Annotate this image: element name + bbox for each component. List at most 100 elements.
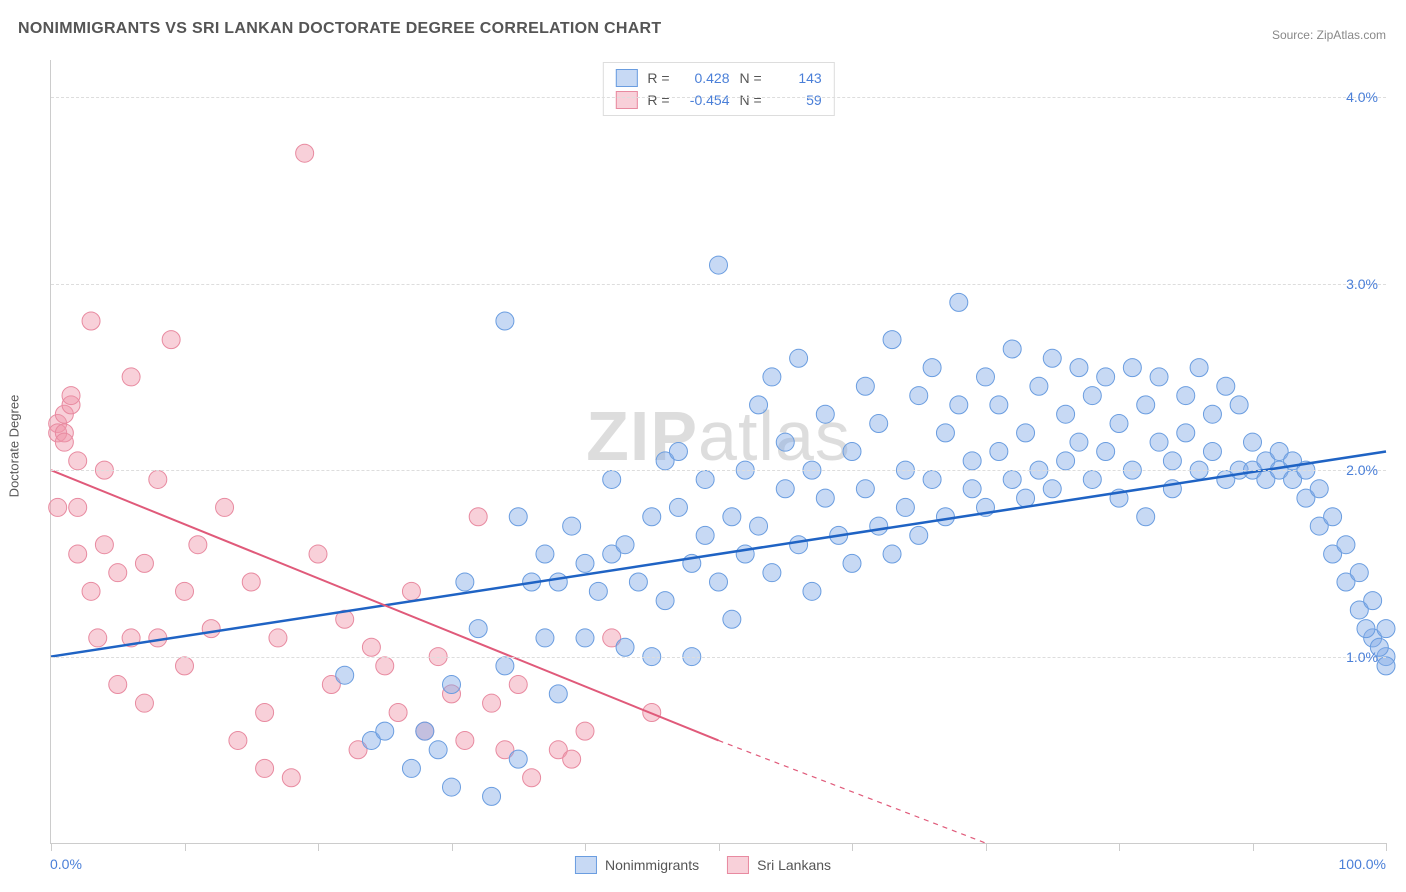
data-point: [216, 498, 234, 516]
x-axis-label-min: 0.0%: [50, 856, 82, 872]
data-point: [1057, 452, 1075, 470]
source-link[interactable]: ZipAtlas.com: [1317, 28, 1386, 42]
data-point: [950, 293, 968, 311]
data-point: [870, 415, 888, 433]
data-point: [816, 489, 834, 507]
data-point: [269, 629, 287, 647]
x-axis-label-max: 100.0%: [1339, 856, 1386, 872]
data-point: [803, 582, 821, 600]
data-point: [336, 666, 354, 684]
data-point: [362, 638, 380, 656]
data-point: [750, 517, 768, 535]
data-point: [1150, 368, 1168, 386]
data-point: [536, 629, 554, 647]
data-point: [1110, 415, 1128, 433]
data-point: [563, 517, 581, 535]
data-point: [162, 331, 180, 349]
data-point: [603, 470, 621, 488]
data-point: [496, 657, 514, 675]
data-point: [402, 759, 420, 777]
data-point: [443, 676, 461, 694]
data-point: [1123, 359, 1141, 377]
data-point: [69, 452, 87, 470]
data-point: [616, 638, 634, 656]
data-point: [176, 582, 194, 600]
data-point: [883, 545, 901, 563]
data-point: [376, 722, 394, 740]
data-point: [763, 564, 781, 582]
data-point: [1137, 508, 1155, 526]
data-point: [89, 629, 107, 647]
trend-line: [51, 452, 1386, 657]
data-point: [589, 582, 607, 600]
y-tick-label: 2.0%: [1346, 462, 1378, 478]
data-point: [1043, 480, 1061, 498]
data-point: [1190, 359, 1208, 377]
data-point: [977, 368, 995, 386]
legend-label-srilankans: Sri Lankans: [757, 857, 831, 873]
data-point: [536, 545, 554, 563]
data-point: [509, 750, 527, 768]
data-point: [389, 704, 407, 722]
data-point: [1177, 424, 1195, 442]
data-point: [616, 536, 634, 554]
data-point: [416, 722, 434, 740]
data-point: [189, 536, 207, 554]
y-axis-title: Doctorate Degree: [7, 395, 22, 498]
swatch-nonimmigrants: [575, 856, 597, 874]
data-point: [1097, 368, 1115, 386]
data-point: [1177, 387, 1195, 405]
data-point: [62, 387, 80, 405]
bottom-legend: Nonimmigrants Sri Lankans: [575, 856, 831, 874]
data-point: [696, 526, 714, 544]
data-point: [950, 396, 968, 414]
data-point: [1070, 359, 1088, 377]
data-point: [923, 359, 941, 377]
data-point: [202, 620, 220, 638]
data-point: [1364, 592, 1382, 610]
data-point: [1217, 377, 1235, 395]
data-point: [242, 573, 260, 591]
data-point: [696, 470, 714, 488]
source-attribution: Source: ZipAtlas.com: [1272, 28, 1386, 42]
source-prefix: Source:: [1272, 28, 1317, 42]
data-point: [870, 517, 888, 535]
data-point: [309, 545, 327, 563]
data-point: [843, 443, 861, 461]
data-point: [1137, 396, 1155, 414]
data-point: [1083, 470, 1101, 488]
data-point: [629, 573, 647, 591]
data-point: [443, 778, 461, 796]
data-point: [149, 629, 167, 647]
data-point: [710, 573, 728, 591]
data-point: [669, 498, 687, 516]
data-point: [82, 582, 100, 600]
data-point: [790, 349, 808, 367]
data-point: [669, 443, 687, 461]
data-point: [990, 443, 1008, 461]
data-point: [69, 545, 87, 563]
data-point: [282, 769, 300, 787]
data-point: [1357, 620, 1375, 638]
data-point: [1097, 443, 1115, 461]
data-point: [429, 741, 447, 759]
data-point: [483, 694, 501, 712]
y-tick-label: 4.0%: [1346, 89, 1378, 105]
data-point: [1070, 433, 1088, 451]
scatter-svg: [51, 60, 1386, 843]
data-point: [776, 480, 794, 498]
data-point: [790, 536, 808, 554]
data-point: [576, 722, 594, 740]
data-point: [1083, 387, 1101, 405]
data-point: [576, 554, 594, 572]
data-point: [1350, 564, 1368, 582]
data-point: [1203, 405, 1221, 423]
data-point: [456, 731, 474, 749]
data-point: [49, 498, 67, 516]
data-point: [763, 368, 781, 386]
data-point: [1324, 508, 1342, 526]
data-point: [69, 498, 87, 516]
data-point: [883, 331, 901, 349]
data-point: [109, 564, 127, 582]
data-point: [1057, 405, 1075, 423]
